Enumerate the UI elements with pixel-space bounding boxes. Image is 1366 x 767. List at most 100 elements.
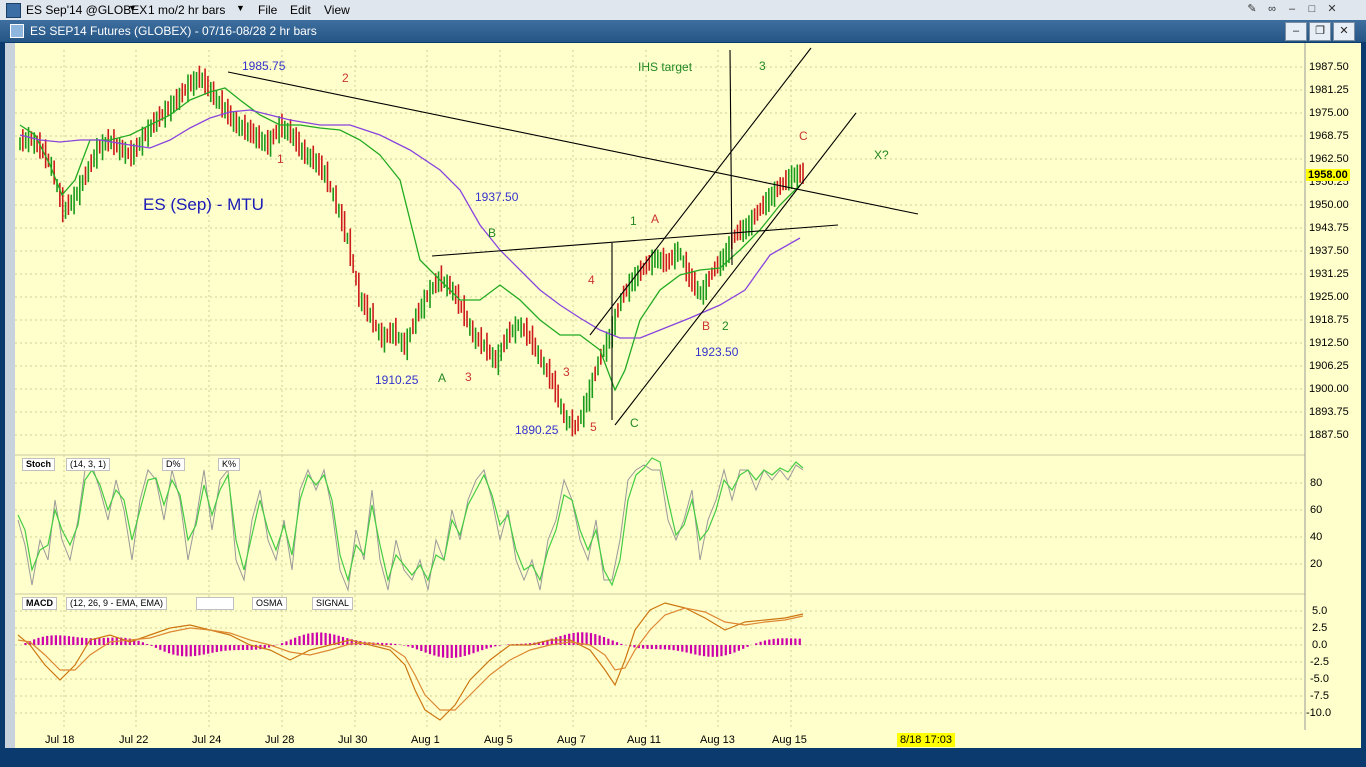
osma-bar — [537, 641, 540, 645]
stoch-tick: 40 — [1310, 531, 1323, 543]
stoch-params[interactable]: (14, 3, 1) — [66, 458, 111, 471]
link-icon[interactable]: ∞ — [1268, 3, 1276, 15]
osma-bar — [172, 645, 175, 655]
osma-legend[interactable]: OSMA — [252, 597, 287, 610]
price-axis: 1987.50 1981.25 1975.00 1968.75 1962.50 … — [1306, 43, 1361, 453]
price-tick: 1950.00 — [1309, 199, 1349, 211]
window-minimize-button[interactable]: – — [1285, 22, 1307, 41]
annotation-B-red: B — [702, 319, 711, 333]
close-icon[interactable]: ✕ — [1327, 3, 1337, 15]
osma-bar — [376, 642, 379, 645]
stoch-d-legend[interactable]: D% — [162, 458, 185, 471]
osma-bar — [507, 644, 510, 645]
osma-bar — [198, 645, 201, 656]
time-tick: Aug 15 — [772, 734, 807, 746]
osma-bar — [67, 636, 71, 645]
price-tick: 1987.50 — [1309, 61, 1349, 73]
menu-file[interactable]: File — [258, 3, 278, 17]
trendlines — [227, 47, 919, 426]
stoch-k-legend[interactable]: K% — [218, 458, 241, 471]
menu-edit[interactable]: Edit — [290, 3, 311, 17]
time-tick: Aug 5 — [484, 734, 513, 746]
osma-bar — [446, 645, 449, 658]
macd-tick: -2.5 — [1310, 656, 1329, 668]
macd-line-legend[interactable] — [196, 597, 234, 610]
annotation-1-red: 1 — [277, 152, 284, 166]
symbol-selector[interactable]: ES Sep'14 @GLOBEX — [26, 3, 148, 17]
osma-bar — [420, 645, 423, 651]
osma-bar — [594, 634, 597, 645]
macd-name[interactable]: MACD — [22, 597, 57, 610]
osma-bar — [746, 645, 749, 647]
chart-area[interactable] — [5, 43, 1361, 758]
maximize-icon[interactable]: □ — [1308, 3, 1316, 15]
time-tick: Aug 1 — [411, 734, 440, 746]
menu-view[interactable]: View — [324, 3, 350, 17]
osma-bar — [772, 638, 775, 645]
osma-bar — [685, 645, 688, 653]
annotation-C-green: C — [630, 416, 639, 430]
annotation-B-green: B — [488, 226, 497, 240]
osma-bar — [346, 638, 349, 645]
osma-bar — [163, 645, 166, 652]
tools-icon[interactable]: ✎ — [1247, 3, 1257, 15]
stoch-k-line — [17, 464, 804, 592]
osma-bar — [107, 637, 110, 645]
osma-bar — [520, 643, 523, 645]
interval-selector[interactable]: 1 mo/2 hr bars — [148, 3, 226, 17]
osma-bar — [98, 638, 101, 645]
menu-bar: ES Sep'14 @GLOBEX ▼ 1 mo/2 hr bars ▼ Fil… — [0, 0, 1366, 21]
app-icon — [6, 3, 21, 18]
stoch-name[interactable]: Stoch — [22, 458, 56, 471]
osma-bar — [133, 639, 136, 645]
osma-bar — [789, 638, 793, 645]
osma-bar — [433, 645, 436, 656]
osma-bar — [311, 632, 314, 645]
osma-bar — [798, 638, 801, 645]
osma-bar — [659, 645, 662, 650]
osma-bar — [180, 645, 184, 657]
annotation-A-red: A — [651, 212, 660, 226]
osma-bar — [672, 645, 675, 651]
osma-bar — [702, 645, 706, 657]
signal-legend[interactable]: SIGNAL — [312, 597, 354, 610]
window-restore-button[interactable]: ❐ — [1309, 22, 1331, 41]
annotation-1937: 1937.50 — [475, 190, 519, 204]
osma-bar — [681, 645, 684, 652]
osma-bar — [281, 643, 284, 645]
window-close-button[interactable]: ✕ — [1333, 22, 1355, 41]
price-tick: 1912.50 — [1309, 337, 1349, 349]
osma-bar — [24, 642, 27, 645]
osma-bar — [498, 645, 501, 646]
price-tick: 1925.00 — [1309, 291, 1349, 303]
osma-bar — [63, 635, 66, 645]
annotation-A-green: A — [438, 371, 447, 385]
stoch-tick: 60 — [1310, 504, 1323, 516]
osma-bar — [102, 637, 105, 645]
macd-params[interactable]: (12, 26, 9 - EMA, EMA) — [66, 597, 168, 610]
osma-bar — [333, 634, 336, 645]
osma-bar — [185, 645, 188, 657]
osma-bar — [176, 645, 179, 656]
symbol-dropdown-icon[interactable]: ▼ — [128, 3, 137, 13]
osma-bar — [220, 645, 223, 652]
osma-bar — [607, 638, 610, 645]
minimize-icon[interactable]: – — [1288, 3, 1296, 15]
osma-bar — [550, 638, 553, 645]
osma-bar — [494, 645, 497, 647]
interval-dropdown-icon[interactable]: ▼ — [236, 3, 245, 13]
osma-bar — [424, 645, 427, 653]
overview-scrollbar[interactable] — [0, 748, 1366, 767]
annotation-1985: 1985.75 — [242, 59, 286, 73]
left-scrollbar[interactable] — [5, 43, 15, 758]
osma-bar — [724, 645, 727, 656]
last-price-tag: 1958.00 — [1306, 169, 1350, 181]
osma-bar — [302, 634, 305, 645]
osma-bar — [468, 645, 471, 655]
osma-bar — [546, 639, 549, 645]
price-tick: 1962.50 — [1309, 153, 1349, 165]
osma-bar — [707, 645, 710, 657]
osma-bar — [211, 645, 214, 653]
osma-bar — [742, 645, 745, 649]
osma-bar — [59, 635, 62, 645]
